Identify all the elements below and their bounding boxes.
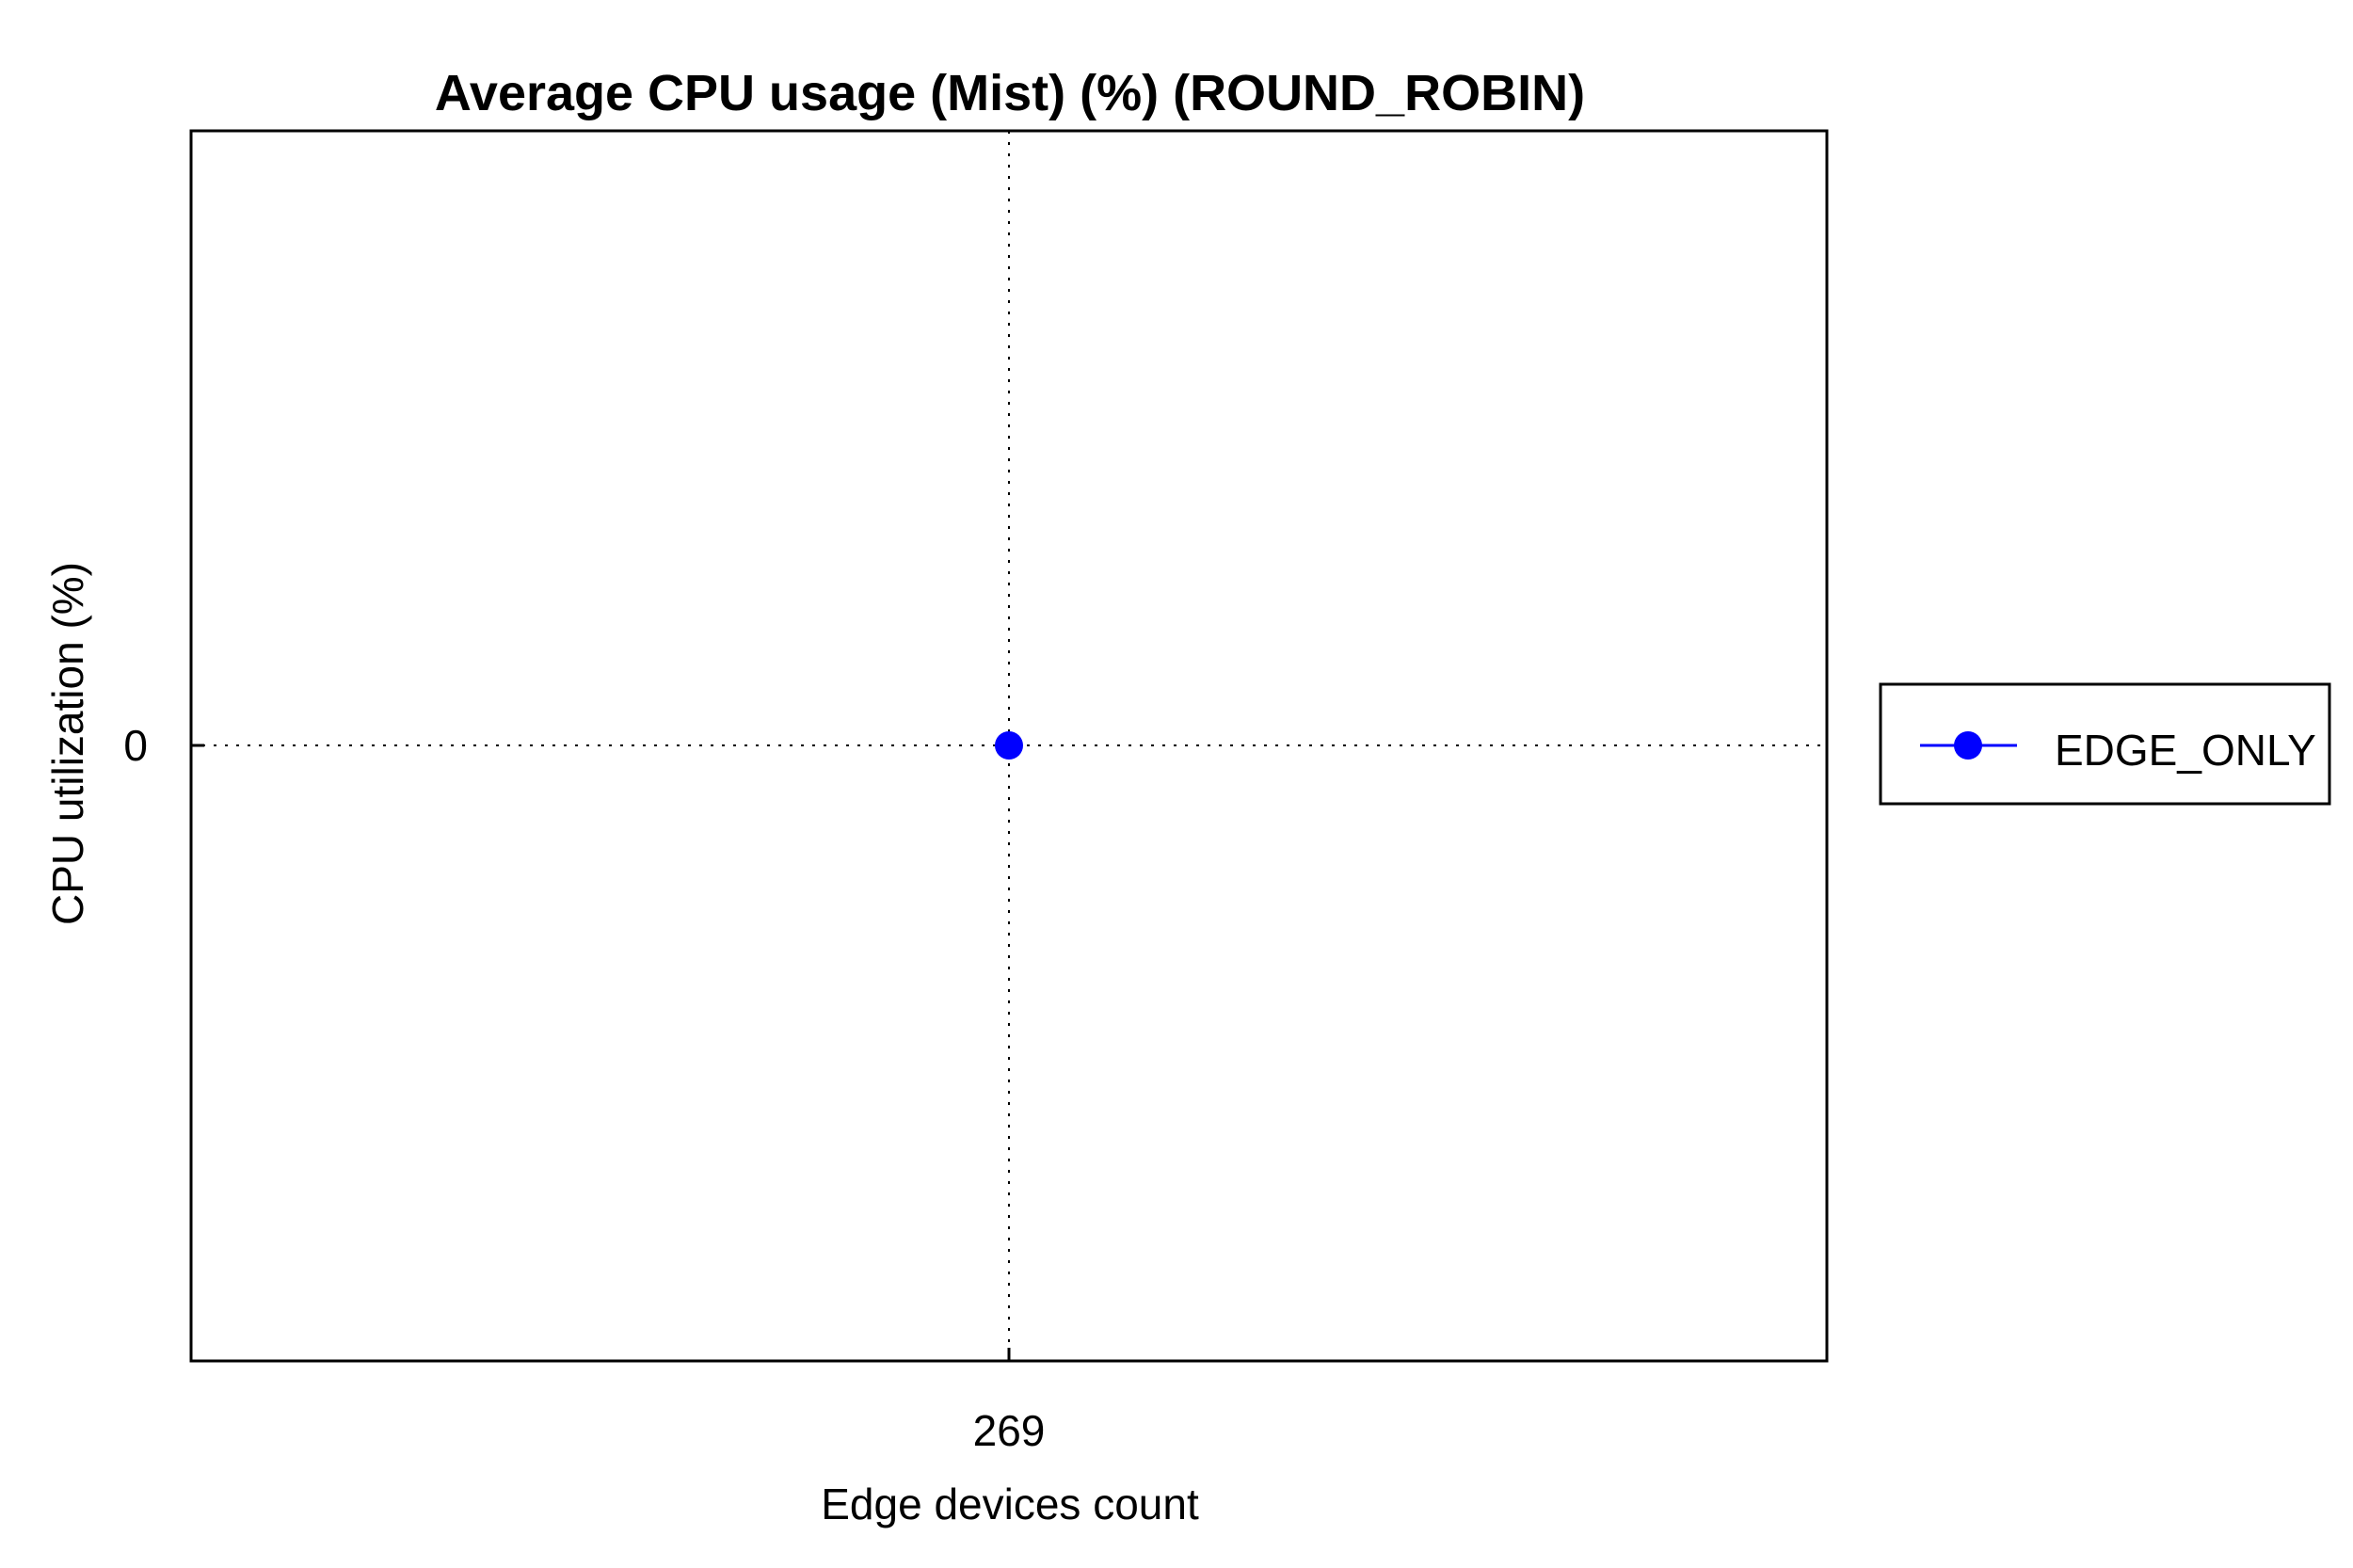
legend-series-marker — [1954, 731, 1982, 760]
chart-title: Average CPU usage (Mist) (%) (ROUND_ROBI… — [435, 65, 1585, 121]
legend-series-label: EDGE_ONLY — [2055, 726, 2316, 775]
series-layer — [995, 731, 1023, 760]
grid-lines — [191, 131, 1827, 1361]
x-tick-label: 269 — [973, 1406, 1046, 1455]
y-tick-label: 0 — [123, 721, 148, 770]
y-axis-label: CPU utilization (%) — [43, 562, 92, 925]
legend: EDGE_ONLY — [1879, 682, 2331, 806]
data-point — [995, 731, 1023, 760]
x-axis-label: Edge devices count — [821, 1480, 1199, 1528]
axis-ticks: 269 0 — [123, 721, 1045, 1455]
